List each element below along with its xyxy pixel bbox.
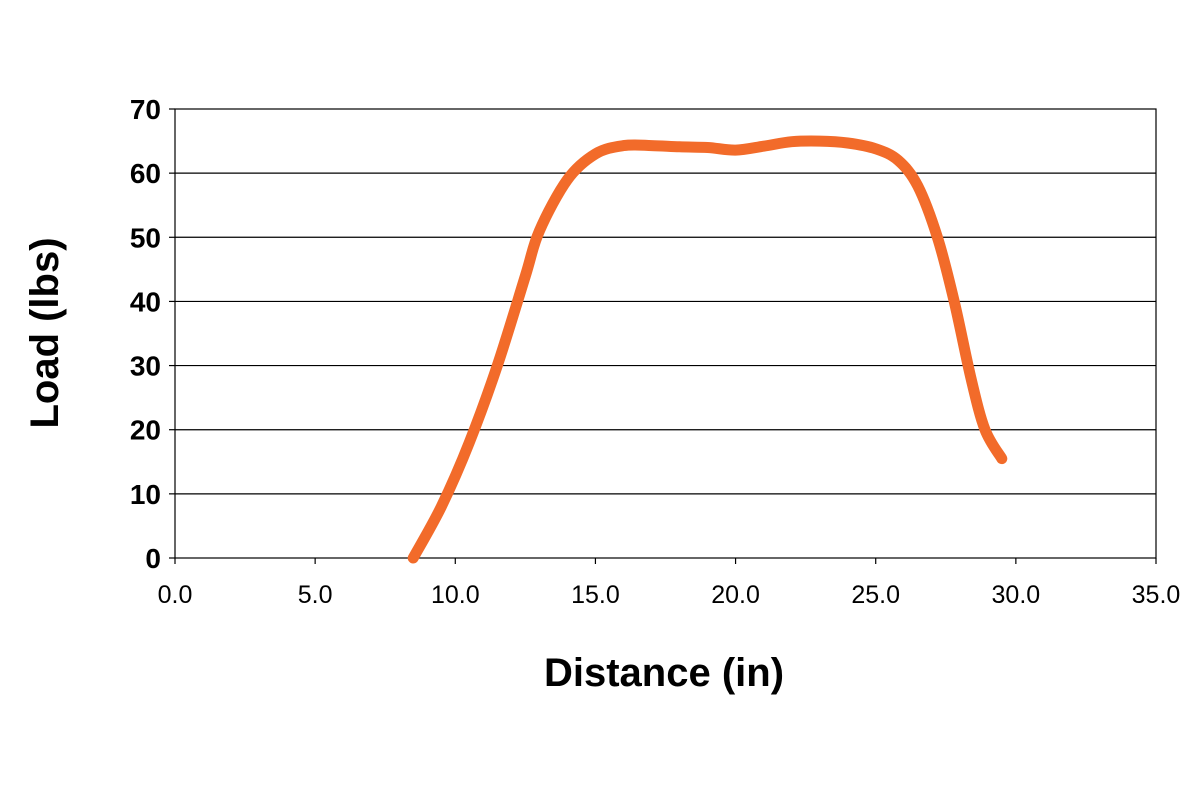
y-tick-label: 20 <box>130 415 161 446</box>
x-tick-label: 20.0 <box>711 581 760 609</box>
y-axis-title: Load (lbs) <box>23 237 67 428</box>
x-axis-title: Distance (in) <box>544 651 784 695</box>
x-tick-label: 10.0 <box>431 581 480 609</box>
y-tick-label: 30 <box>130 351 161 382</box>
x-tick-label: 35.0 <box>1132 581 1181 609</box>
y-axis-ticks: 0 10 20 30 40 50 60 70 <box>130 94 161 574</box>
y-tick-label: 40 <box>130 286 161 317</box>
y-tick-label: 0 <box>145 543 161 574</box>
plot-frame <box>174 108 1157 559</box>
tick-marks <box>169 108 1157 564</box>
gridlines <box>175 172 1156 495</box>
x-tick-label: 25.0 <box>851 581 900 609</box>
x-tick-label: 30.0 <box>992 581 1041 609</box>
x-tick-label: 5.0 <box>298 581 333 609</box>
series-layer <box>407 135 1008 564</box>
y-tick-label: 60 <box>130 158 161 189</box>
y-tick-label: 70 <box>130 94 161 125</box>
load-series-line <box>407 135 1008 564</box>
x-tick-label: 15.0 <box>571 581 620 609</box>
y-tick-label: 10 <box>130 479 161 510</box>
y-tick-label: 50 <box>130 222 161 253</box>
x-tick-label: 0.0 <box>158 581 193 609</box>
x-axis-ticks: 0.0 5.0 10.0 15.0 20.0 25.0 30.0 35.0 <box>158 581 1181 609</box>
